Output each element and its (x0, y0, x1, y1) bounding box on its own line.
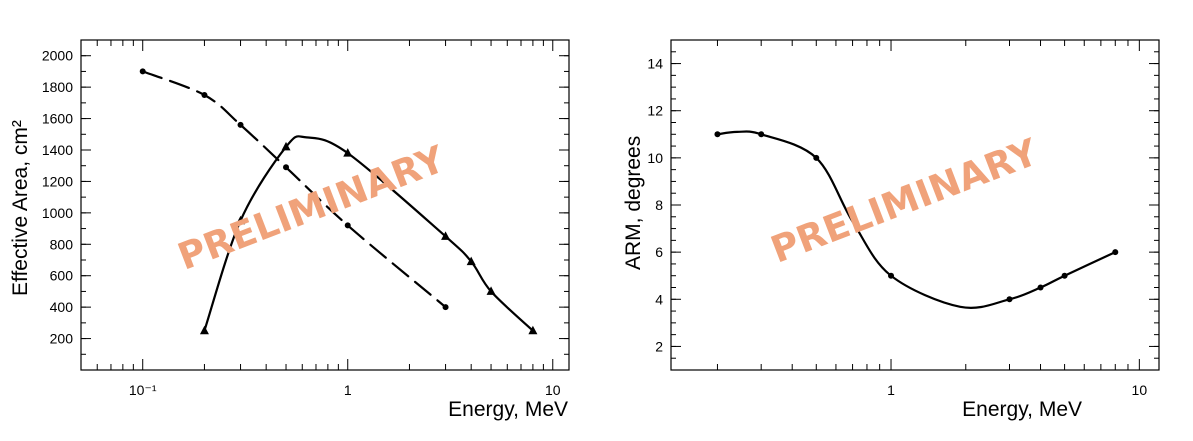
y-tick-label: 4 (655, 291, 663, 307)
x-tick-label: 1 (887, 382, 895, 398)
y-tick-label: 1800 (42, 79, 73, 95)
y-tick-label: 2000 (42, 48, 73, 64)
triangle-marker (236, 215, 246, 225)
circle-marker (1061, 272, 1068, 279)
triangle-marker (441, 231, 451, 240)
y-tick-label: 1600 (42, 111, 73, 127)
x-tick-label: 10⁻¹ (129, 382, 157, 398)
left-x-tick-labels: 10⁻¹ 1 10 (129, 382, 561, 398)
x-tick-label: 10 (1132, 382, 1148, 398)
circle-marker (283, 164, 290, 171)
left-ticks (80, 39, 569, 371)
right-y-tick-labels: 2 4 6 8 10 12 14 (647, 56, 663, 355)
left-plot-area (139, 68, 538, 335)
circle-marker (758, 131, 765, 138)
y-tick-label: 6 (655, 244, 663, 260)
x-tick-label: 10 (545, 382, 561, 398)
y-tick-label: 10 (647, 150, 663, 166)
circle-marker (1112, 249, 1119, 256)
right-x-axis-title: Energy, MeV (962, 398, 1082, 421)
left-y-axis-title: Effective Area, cm² (9, 120, 32, 296)
left-y-tick-labels: 200 400 600 800 1000 1200 1400 1600 1800 2000 (42, 48, 73, 347)
triangle-marker (281, 141, 291, 151)
y-tick-label: 200 (50, 331, 74, 347)
y-tick-label: 400 (50, 299, 74, 315)
left-x-axis-title: Energy, MeV (448, 398, 568, 421)
circle-marker (237, 121, 244, 128)
circle-marker (1037, 284, 1044, 291)
circle-marker (888, 272, 895, 279)
circle-marker (139, 68, 146, 75)
left-watermark: PRELIMINARY (172, 137, 452, 279)
triangle-marker (466, 256, 476, 266)
circle-marker (344, 222, 351, 229)
y-tick-label: 1200 (42, 173, 73, 189)
triangle-marker (528, 325, 538, 335)
right-x-tick-labels: 1 10 (887, 382, 1147, 398)
triangle-marker (199, 325, 209, 335)
y-tick-label: 2 (655, 338, 663, 354)
circle-marker (1006, 296, 1013, 303)
triangle-marker (343, 148, 353, 157)
series-line-arm (716, 130, 1117, 309)
circle-marker (442, 304, 449, 311)
left-frame (80, 39, 570, 371)
y-tick-label: 14 (647, 56, 663, 72)
circle-marker (201, 92, 208, 98)
triangle-marker (486, 286, 496, 295)
y-tick-label: 12 (647, 103, 663, 119)
y-tick-label: 1000 (42, 205, 73, 221)
circle-marker (813, 154, 820, 161)
y-tick-label: 800 (50, 236, 74, 252)
right-plot-area (714, 130, 1119, 309)
right-frame (670, 39, 1160, 371)
x-tick-label: 1 (344, 382, 352, 398)
y-tick-label: 8 (655, 197, 663, 213)
y-tick-label: 600 (50, 268, 74, 284)
y-tick-label: 1400 (42, 142, 73, 158)
effective-area-chart: 200 400 600 800 1000 1200 1400 1600 1800 2000 10⁻… (9, 39, 570, 421)
circle-marker (714, 131, 721, 138)
right-y-axis-title: ARM, degrees (622, 136, 645, 270)
